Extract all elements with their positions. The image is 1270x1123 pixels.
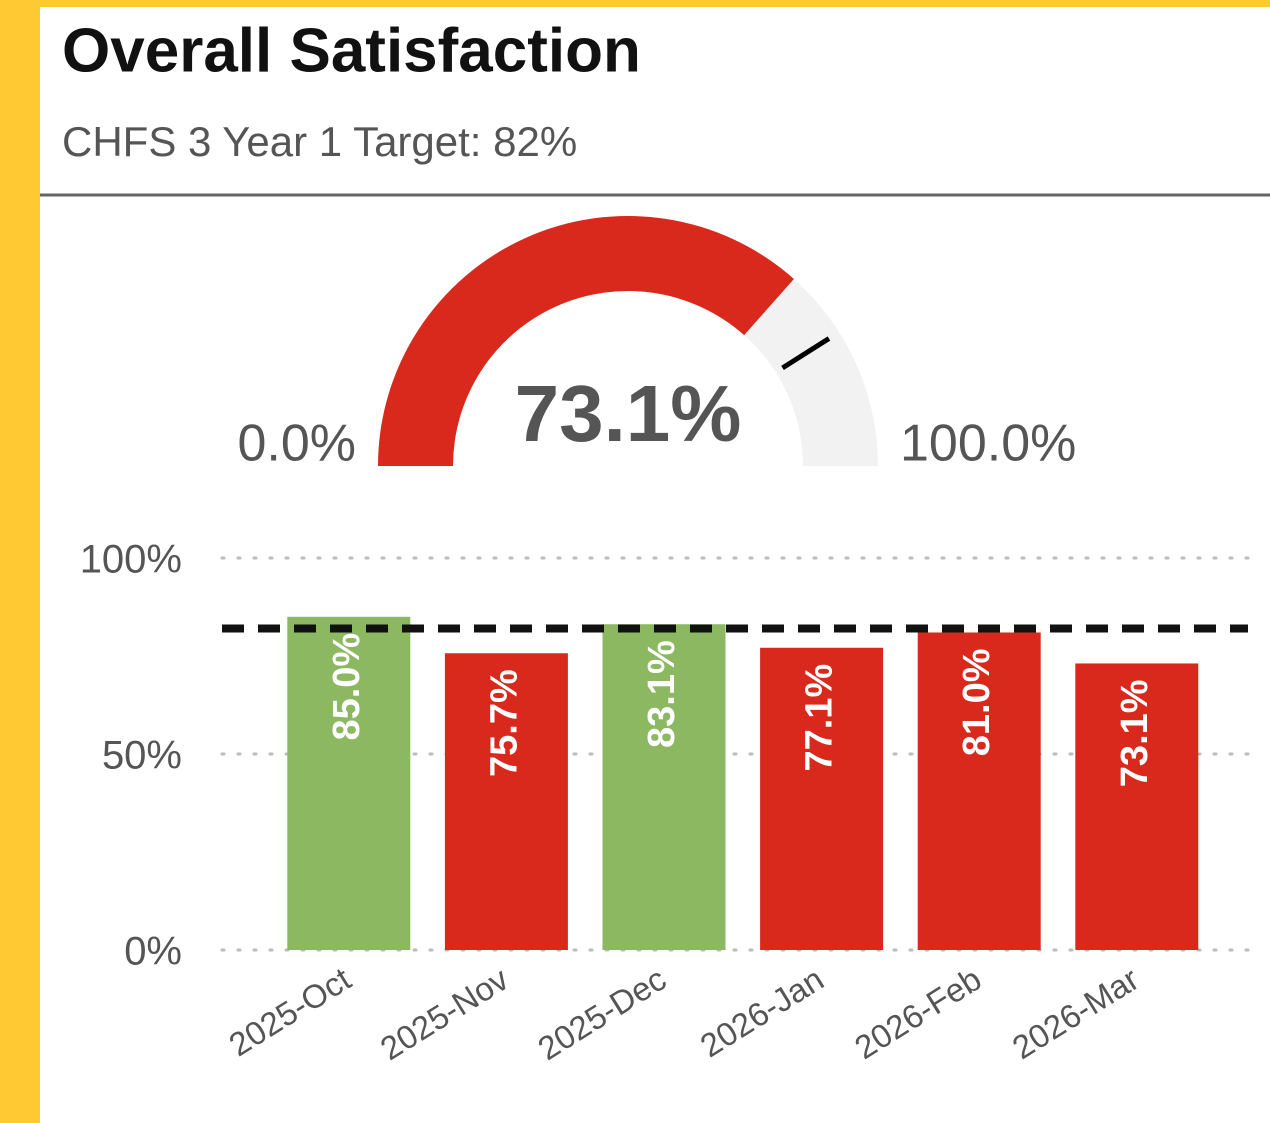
bar xyxy=(287,616,411,950)
gauge-range-label: 0.0% xyxy=(237,415,356,473)
gauge-target xyxy=(781,336,831,371)
bar xyxy=(1075,663,1199,950)
y-tick-label: 100% xyxy=(80,538,182,582)
bar xyxy=(760,647,884,950)
bar-value-label: 73.1% xyxy=(1114,679,1156,787)
top-accent xyxy=(0,0,1270,7)
gauge-value-label: 73.1% xyxy=(515,369,742,458)
gauge-range-label: 100.0% xyxy=(900,415,1076,473)
bar-value-label: 77.1% xyxy=(799,664,841,772)
left-accent xyxy=(0,0,40,1123)
bar xyxy=(444,653,568,950)
y-tick-label: 50% xyxy=(102,734,182,778)
bar-value-label: 81.0% xyxy=(956,648,998,756)
bar-value-label: 75.7% xyxy=(483,669,525,777)
y-tick-label: 0% xyxy=(124,930,182,974)
bar xyxy=(602,624,726,950)
subtitle: CHFS 3 Year 1 Target: 82% xyxy=(62,118,577,165)
bar-value-label: 85.0% xyxy=(326,633,368,741)
bar xyxy=(917,632,1041,950)
bar-value-label: 83.1% xyxy=(641,640,683,748)
title: Overall Satisfaction xyxy=(62,16,641,85)
gauge-value-arc xyxy=(378,216,794,466)
